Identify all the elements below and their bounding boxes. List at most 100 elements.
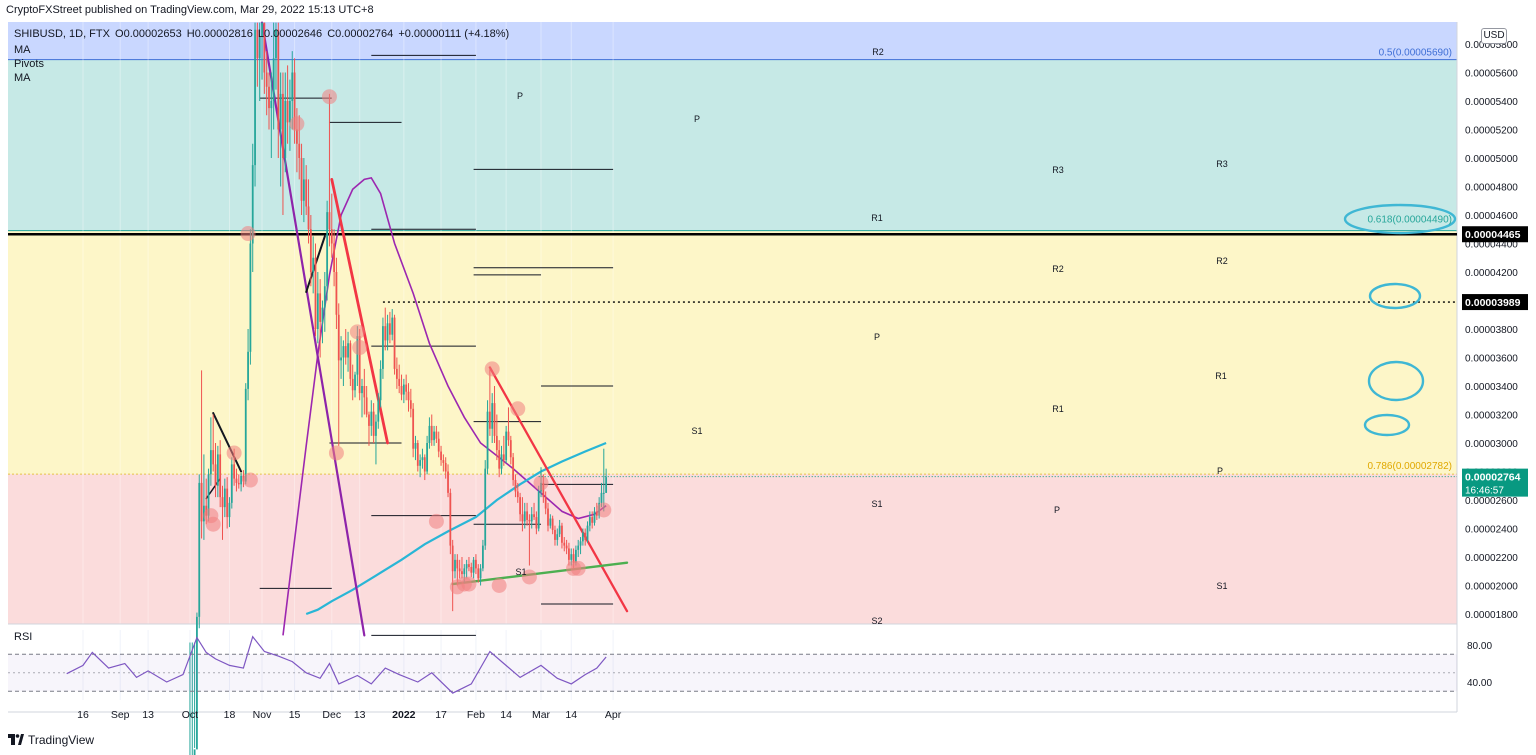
rsi-tick-label: 80.00 [1467, 641, 1492, 652]
candle-body [579, 541, 582, 546]
highlight-circle [242, 472, 258, 488]
candle-body [335, 272, 338, 315]
candle-body [319, 293, 322, 322]
candle-body [370, 411, 373, 426]
currency-button[interactable]: USD [1481, 28, 1507, 44]
candle-body [442, 460, 445, 463]
pivot-label: R1 [1052, 404, 1064, 414]
symbol-name[interactable]: SHIBUSD, 1D, FTX [14, 28, 110, 40]
candle-body [330, 229, 333, 244]
scribble-ellipse [1367, 360, 1425, 402]
time-tick-label: 13 [354, 709, 366, 721]
candle-body [437, 438, 440, 452]
pivot-label: S1 [515, 567, 526, 577]
candle-body [347, 343, 349, 358]
pivot-label: S1 [871, 499, 882, 509]
candle-body [516, 491, 519, 498]
price-marker-countdown: 16:46:57 [1465, 486, 1504, 497]
candle-body [435, 431, 438, 439]
price-tick-label: 0.00002000 [1465, 582, 1518, 593]
candle-body [451, 545, 454, 572]
candles [189, 22, 608, 755]
candle-body [477, 568, 480, 579]
price-tick-label: 0.00003200 [1465, 411, 1518, 422]
candle-body [316, 293, 319, 329]
candle-body [395, 368, 398, 379]
candle-body [405, 384, 408, 392]
rsi-tick-label: 40.00 [1467, 678, 1492, 689]
fib-zones [8, 22, 1457, 624]
change-value: +0.00000111 (+4.18%) [398, 28, 510, 40]
time-tick-label: 14 [500, 709, 512, 721]
symbol-info: SHIBUSD, 1D, FTX O0.00002653 H0.00002816… [14, 28, 511, 40]
footer-brand-text: TradingView [28, 733, 95, 747]
candle-body [586, 525, 589, 540]
candle-body [570, 554, 573, 560]
candle-body [416, 443, 419, 466]
zone-teal [8, 59, 1457, 231]
candle-body [212, 450, 215, 465]
candle-body [265, 72, 268, 87]
high-value: H0.00002816 [186, 28, 253, 40]
candle-body [389, 323, 391, 335]
candle-body [305, 179, 308, 207]
candle-body [498, 450, 501, 469]
candle-body [193, 749, 196, 755]
pivot-label: R3 [1052, 165, 1064, 175]
time-axis[interactable]: 16 Sep 13 Oct 18 Nov 15 Dec 13 2022 17 Feb 14 Mar 14 Ap… [77, 709, 622, 721]
candle-body [309, 229, 312, 272]
candle-body [272, 58, 275, 101]
indicator-ma-1[interactable]: MA [14, 44, 31, 56]
candle-body [454, 559, 456, 572]
candle-body [549, 518, 552, 526]
candle-body [447, 471, 449, 493]
candle-body [298, 143, 301, 158]
candle-body [528, 519, 531, 522]
indicator-pivots[interactable]: Pivots [14, 58, 44, 70]
candle-body [600, 492, 603, 503]
candle-body [602, 492, 605, 494]
price-tick-label: 0.00001800 [1465, 610, 1518, 621]
candle-body [537, 491, 540, 529]
price-tick-label: 0.00004400 [1465, 240, 1518, 251]
candle-body [547, 508, 549, 526]
highlight-circle [596, 502, 612, 518]
pivot-label: P [694, 114, 700, 124]
candle-body [551, 518, 554, 530]
candle-body [293, 72, 296, 130]
candle-body [449, 492, 452, 546]
candle-body [482, 545, 484, 569]
candle-body [221, 497, 224, 508]
candle-body [379, 368, 382, 401]
candle-body [444, 462, 447, 472]
candle-body [340, 357, 342, 361]
candle-body [223, 488, 226, 508]
price-axis[interactable]: 0.00005800 0.00005600 0.00005400 0.00005200… [538, 40, 1528, 689]
candle-body [475, 559, 477, 569]
candle-body [356, 336, 359, 375]
candle-body [470, 566, 473, 573]
candle-body [465, 564, 468, 569]
pivot-label: S1 [1216, 581, 1227, 591]
publisher-header: CryptoFXStreet published on TradingView.… [6, 4, 374, 16]
candle-body [605, 477, 608, 493]
candle-body [433, 431, 435, 441]
candle-body [421, 457, 424, 461]
price-tick-label: 0.00002200 [1465, 553, 1518, 564]
candle-body [268, 86, 270, 109]
price-tick-label: 0.00005000 [1465, 154, 1518, 165]
price-tick-label: 0.00004200 [1465, 268, 1518, 279]
candle-body [419, 460, 422, 466]
rsi-label[interactable]: RSI [14, 631, 33, 643]
indicator-ma-2[interactable]: MA [14, 72, 31, 84]
candle-body [572, 554, 575, 563]
candle-body [275, 29, 277, 59]
candle-body [196, 616, 198, 750]
candle-body [535, 517, 538, 529]
price-marker-44465-bg [1462, 226, 1528, 243]
candle-body [375, 421, 377, 436]
candle-body [458, 568, 461, 572]
circle-annotations [203, 89, 612, 595]
highlight-circle [205, 516, 221, 532]
pivot-label: R1 [871, 213, 883, 223]
